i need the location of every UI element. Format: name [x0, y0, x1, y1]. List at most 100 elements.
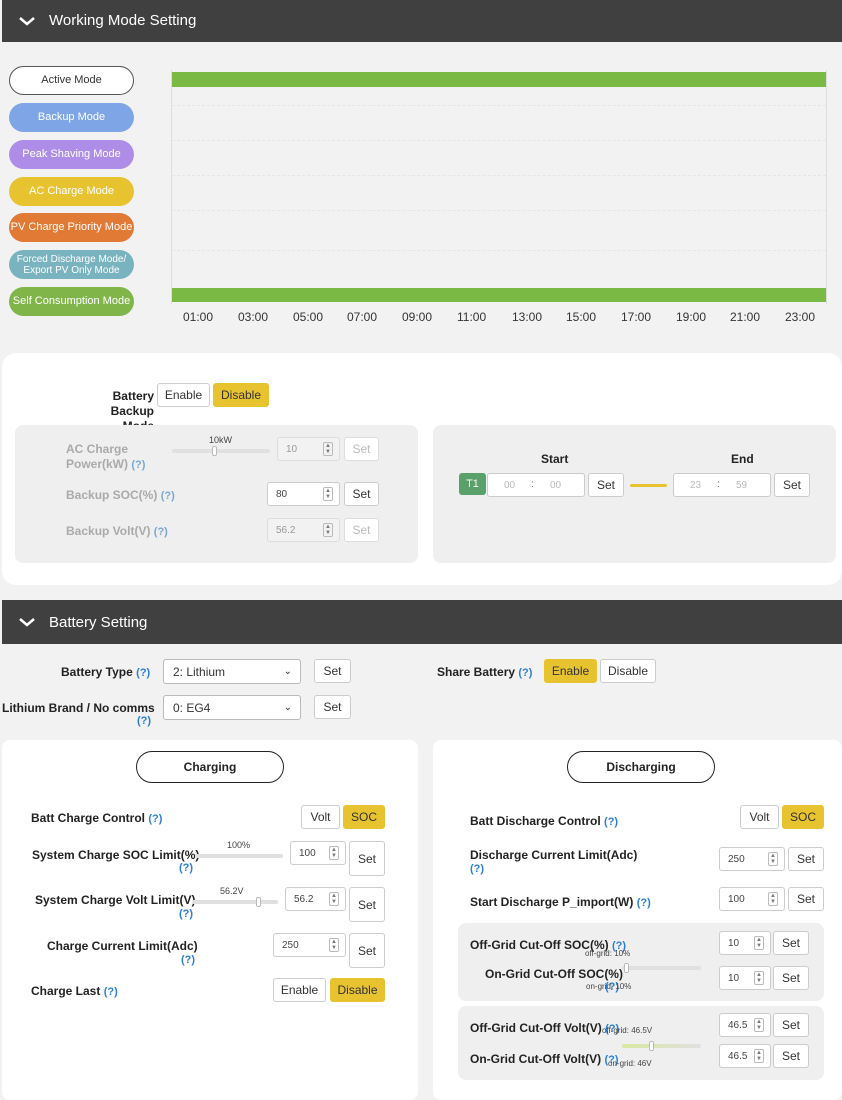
p-import-set-button[interactable]: Set — [788, 887, 824, 911]
help-icon[interactable]: (?) — [181, 954, 196, 966]
spinner-icon[interactable]: ▲ ▼ — [329, 846, 339, 860]
spinner-icon[interactable]: ▲ ▼ — [768, 892, 778, 906]
discharging-tab[interactable]: Discharging — [567, 751, 715, 783]
mode-pv-charge-priority-button[interactable]: PV Charge Priority Mode — [9, 213, 134, 242]
start-set-button[interactable]: Set — [588, 473, 624, 497]
help-icon[interactable]: (?) — [137, 715, 152, 727]
spinner-icon[interactable]: ▲ ▼ — [754, 1049, 764, 1063]
help-icon[interactable]: (?) — [518, 667, 533, 679]
mode-self-consumption-button[interactable]: Self Consumption Mode — [9, 287, 134, 316]
help-icon[interactable]: (?) — [611, 940, 627, 952]
start-time-input[interactable]: 00 : 00 — [487, 473, 585, 497]
working-mode-header[interactable]: Working Mode Setting — [2, 0, 842, 42]
share-battery-disable-button[interactable]: Disable — [600, 659, 656, 683]
mode-forced-discharge-button[interactable]: Forced Discharge Mode/ Export PV Only Mo… — [9, 250, 134, 279]
cutoff-volt-slider[interactable] — [622, 1044, 701, 1048]
chevron-down-icon[interactable] — [18, 613, 36, 631]
charge-soc-slider[interactable] — [195, 854, 283, 858]
offgrid-cutoff-volt-input[interactable]: 46.5 ▲ ▼ — [719, 1013, 771, 1037]
help-icon[interactable]: (?) — [636, 897, 651, 909]
help-icon[interactable]: (?) — [605, 981, 620, 993]
spinner-icon[interactable]: ▲ ▼ — [768, 852, 778, 866]
help-icon[interactable]: (?) — [179, 862, 194, 874]
help-icon[interactable]: (?) — [131, 459, 146, 471]
spinner-icon[interactable]: ▲ ▼ — [754, 971, 764, 985]
charge-volt-limit-set-button[interactable]: Set — [349, 887, 385, 922]
ongrid-cutoff-soc-set-button[interactable]: Set — [773, 966, 809, 990]
ongrid-cutoff-volt-input[interactable]: 46.5 ▲ ▼ — [719, 1044, 771, 1068]
ac-charge-input[interactable]: 10 ▲ ▼ — [277, 437, 340, 461]
offgrid-cutoff-soc-set-button[interactable]: Set — [773, 931, 809, 955]
battery-type-set-button[interactable]: Set — [314, 659, 351, 683]
charging-tab[interactable]: Charging — [136, 751, 284, 783]
charge-volt-slider-thumb[interactable] — [256, 897, 261, 907]
mode-ac-charge-button[interactable]: AC Charge Mode — [9, 177, 134, 206]
help-icon[interactable]: (?) — [160, 490, 175, 502]
end-time-input[interactable]: 23 : 59 — [673, 473, 771, 497]
ongrid-cutoff-soc-input[interactable]: 10 ▲ ▼ — [719, 966, 771, 990]
charge-current-limit-input[interactable]: 250 ▲ ▼ — [273, 933, 346, 957]
battery-setting-header[interactable]: Battery Setting — [2, 600, 842, 644]
help-icon[interactable]: (?) — [605, 1023, 620, 1035]
timeline-bar-bottom[interactable] — [172, 288, 826, 302]
ongrid-cutoff-volt-set-button[interactable]: Set — [773, 1044, 809, 1068]
spinner-icon[interactable]: ▲ ▼ — [329, 892, 339, 906]
backup-volt-set-button[interactable]: Set — [344, 518, 379, 542]
charge-volt-button[interactable]: Volt — [301, 805, 340, 829]
discharge-current-limit-set-button[interactable]: Set — [788, 847, 824, 871]
discharge-current-limit-input[interactable]: 250 ▲ ▼ — [719, 847, 785, 871]
backup-volt-input[interactable]: 56.2 ▲ ▼ — [267, 518, 340, 542]
cutoff-volt-slider-thumb[interactable] — [649, 1041, 654, 1051]
ac-charge-slider[interactable] — [172, 449, 270, 453]
spinner-icon[interactable]: ▲ ▼ — [323, 442, 333, 456]
end-hour[interactable]: 23 — [690, 480, 702, 491]
timeline-bar-top[interactable] — [172, 72, 826, 87]
spinner-icon[interactable]: ▲ ▼ — [754, 1018, 764, 1032]
charge-last-enable-button[interactable]: Enable — [273, 978, 326, 1002]
chevron-down-icon[interactable] — [18, 12, 36, 30]
ac-charge-slider-thumb[interactable] — [212, 446, 217, 456]
charge-current-limit-set-button[interactable]: Set — [349, 933, 385, 968]
discharge-soc-button[interactable]: SOC — [782, 805, 824, 829]
help-icon[interactable]: (?) — [148, 813, 163, 825]
cutoff-soc-slider-thumb[interactable] — [624, 963, 629, 973]
help-icon[interactable]: (?) — [153, 526, 168, 538]
offgrid-cutoff-volt-set-button[interactable]: Set — [773, 1013, 809, 1037]
t1-badge[interactable]: T1 — [459, 473, 486, 495]
backup-soc-set-button[interactable]: Set — [344, 482, 379, 506]
help-icon[interactable]: (?) — [179, 908, 194, 920]
start-hour[interactable]: 00 — [504, 480, 516, 491]
backup-enable-button[interactable]: Enable — [157, 383, 210, 407]
spinner-icon[interactable]: ▲ ▼ — [323, 523, 333, 537]
mode-timeline[interactable] — [171, 70, 827, 304]
help-icon[interactable]: (?) — [136, 667, 151, 679]
charge-volt-limit-input[interactable]: 56.2 ▲ ▼ — [285, 887, 346, 911]
charge-soc-limit-input[interactable]: 100 ▲ ▼ — [290, 841, 346, 865]
spinner-icon[interactable]: ▲ ▼ — [323, 487, 333, 501]
help-icon[interactable]: (?) — [604, 816, 619, 828]
lithium-brand-set-button[interactable]: Set — [314, 695, 351, 719]
ac-charge-set-button[interactable]: Set — [344, 437, 379, 461]
backup-soc-input[interactable]: 80 ▲ ▼ — [267, 482, 340, 506]
offgrid-cutoff-soc-input[interactable]: 10 ▲ ▼ — [719, 931, 771, 955]
spinner-icon[interactable]: ▲ ▼ — [329, 938, 339, 952]
discharge-volt-button[interactable]: Volt — [740, 805, 779, 829]
battery-type-select[interactable]: 2: Lithium ⌄ — [163, 659, 301, 684]
cutoff-soc-slider[interactable] — [622, 966, 701, 970]
end-set-button[interactable]: Set — [774, 473, 810, 497]
charge-soc-button[interactable]: SOC — [343, 805, 385, 829]
start-minute[interactable]: 00 — [550, 480, 562, 491]
help-icon[interactable]: (?) — [604, 1054, 619, 1066]
charge-last-disable-button[interactable]: Disable — [330, 978, 385, 1002]
share-battery-enable-button[interactable]: Enable — [544, 659, 597, 683]
charge-volt-slider[interactable] — [192, 900, 278, 904]
p-import-input[interactable]: 100 ▲ ▼ — [719, 887, 785, 911]
charge-soc-limit-set-button[interactable]: Set — [349, 841, 385, 876]
mode-backup-button[interactable]: Backup Mode — [9, 103, 134, 132]
spinner-icon[interactable]: ▲ ▼ — [754, 936, 764, 950]
backup-disable-button[interactable]: Disable — [213, 383, 269, 407]
help-icon[interactable]: (?) — [470, 863, 485, 875]
end-minute[interactable]: 59 — [736, 480, 748, 491]
mode-peak-shaving-button[interactable]: Peak Shaving Mode — [9, 140, 134, 169]
mode-active-button[interactable]: Active Mode — [9, 66, 134, 95]
